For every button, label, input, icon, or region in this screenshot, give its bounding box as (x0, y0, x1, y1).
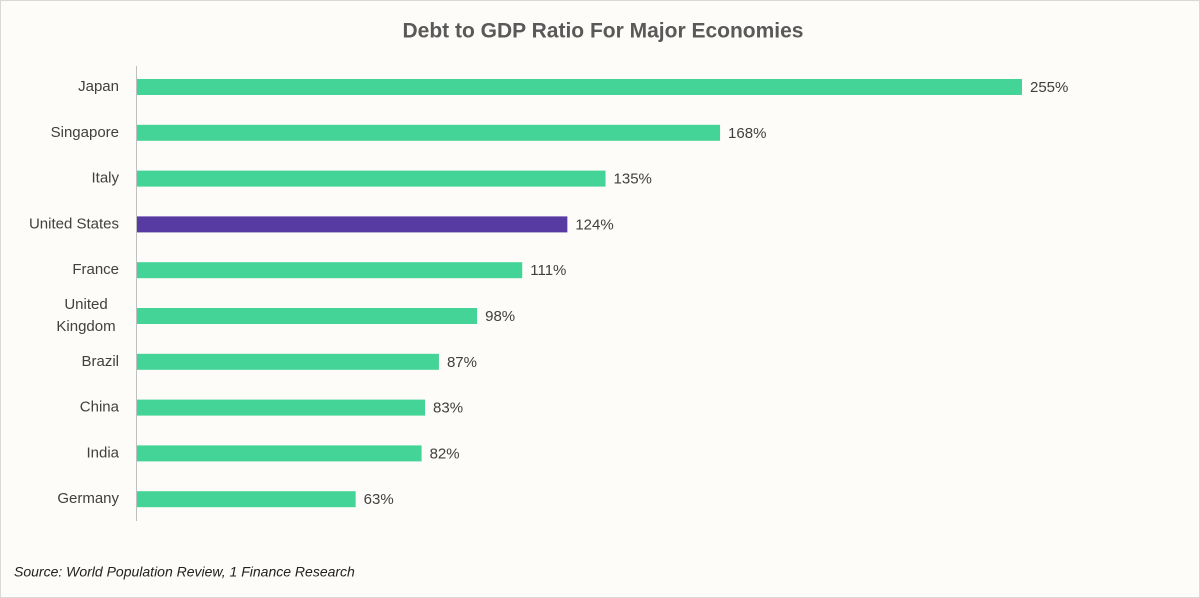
bar (137, 262, 523, 279)
category-label: China (80, 399, 120, 416)
value-label: 168% (728, 125, 766, 142)
bar (137, 491, 356, 508)
bar (137, 170, 606, 187)
bar (137, 445, 422, 462)
bar (137, 79, 1022, 95)
value-label: 124% (575, 216, 613, 233)
category-label: Japan (78, 78, 119, 95)
category-label: United States (29, 215, 119, 232)
category-label: Italy (91, 170, 119, 187)
bar (137, 353, 439, 370)
value-label: 83% (433, 400, 463, 417)
value-label: 98% (485, 308, 515, 325)
value-label: 255% (1030, 79, 1068, 96)
category-label: Singapore (51, 124, 119, 141)
category-label: United Kingdom (56, 296, 115, 335)
category-label: France (72, 261, 119, 278)
value-label: 63% (364, 491, 394, 508)
value-label: 111% (530, 262, 566, 279)
value-label: 87% (447, 354, 477, 371)
value-label: 82% (430, 445, 460, 462)
value-label: 135% (614, 171, 652, 188)
category-label: Brazil (81, 353, 119, 370)
category-label: Germany (57, 490, 119, 507)
bar (137, 399, 426, 416)
bar (137, 308, 478, 324)
category-label: India (86, 444, 119, 461)
source-note: Source: World Population Review, 1 Finan… (14, 564, 355, 580)
chart-title: Debt to GDP Ratio For Major Economies (403, 20, 804, 43)
bar (137, 216, 568, 233)
bar (137, 124, 721, 141)
